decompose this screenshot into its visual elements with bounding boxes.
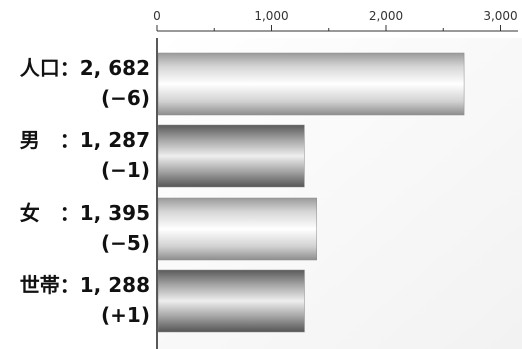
x-tick-label: 2,000 [369,9,403,23]
bars-group [157,52,465,333]
category-label: 世帯：1, 288 [20,273,150,297]
x-tick-label: 0 [153,9,161,23]
bar-2 [157,197,317,261]
row-labels-group: 人口：2, 682 (−6) 男 ：1, 287 (−1) 女 ：1, 395 (−5) 世… [20,56,150,327]
change-label: (−5) [101,231,150,255]
change-label: (−6) [101,86,150,110]
x-axis: 0 1,000 2,000 3,000 [153,9,518,349]
x-tick-label: 3,000 [483,9,517,23]
x-tick-label: 1,000 [254,9,288,23]
category-label: 女 ：1, 395 [20,201,150,225]
bar-0 [157,52,465,116]
bar-1 [157,124,305,188]
category-label: 男 ：1, 287 [20,128,150,152]
change-label: (+1) [101,303,150,327]
category-label: 人口：2, 682 [20,56,150,80]
bar-3 [157,269,305,333]
change-label: (−1) [101,158,150,182]
